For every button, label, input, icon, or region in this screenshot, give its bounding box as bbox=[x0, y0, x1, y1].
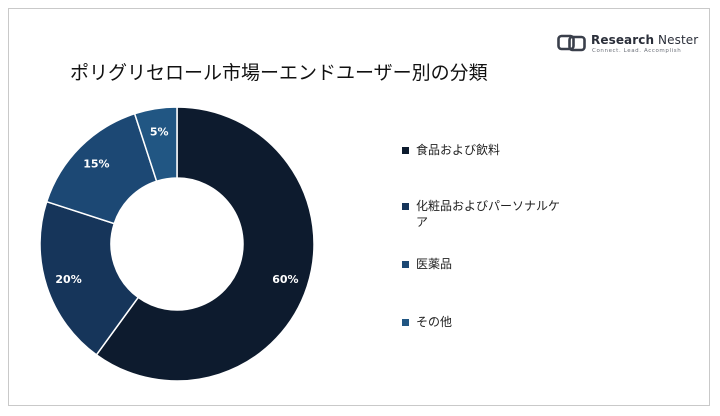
legend-label-0: 食品および飲料 bbox=[416, 143, 501, 157]
donut-slice-0 bbox=[95, 106, 315, 382]
legend-swatch-1 bbox=[402, 203, 409, 210]
data-label-3: 5% bbox=[150, 125, 169, 138]
chart-title: ポリグリセロール市場ーエンドユーザー別の分類 bbox=[70, 62, 488, 84]
legend-swatch-0 bbox=[402, 147, 409, 154]
logo-name-bold: Research bbox=[591, 33, 655, 47]
research-nester-logo: Research Nester Connect. Lead. Accomplis… bbox=[557, 32, 698, 58]
donut-slice-3 bbox=[133, 106, 178, 183]
data-label-1: 20% bbox=[55, 273, 81, 286]
donut-slice-1 bbox=[39, 200, 140, 356]
data-label-2: 15% bbox=[83, 157, 109, 170]
legend-swatch-3 bbox=[402, 319, 409, 326]
legend-label-1: 化粧品およびパーソナルケア bbox=[416, 199, 561, 229]
logo-mark-icon bbox=[557, 34, 586, 52]
legend-swatch-2 bbox=[402, 261, 409, 268]
logo-tagline: Connect. Lead. Accomplish bbox=[592, 48, 682, 54]
legend-label-3: その他 bbox=[416, 315, 453, 329]
logo-name: Research Nester bbox=[591, 33, 698, 47]
legend-label-2: 医薬品 bbox=[416, 257, 453, 271]
logo-name-rest: Nester bbox=[654, 33, 699, 47]
data-label-0: 60% bbox=[272, 273, 298, 286]
